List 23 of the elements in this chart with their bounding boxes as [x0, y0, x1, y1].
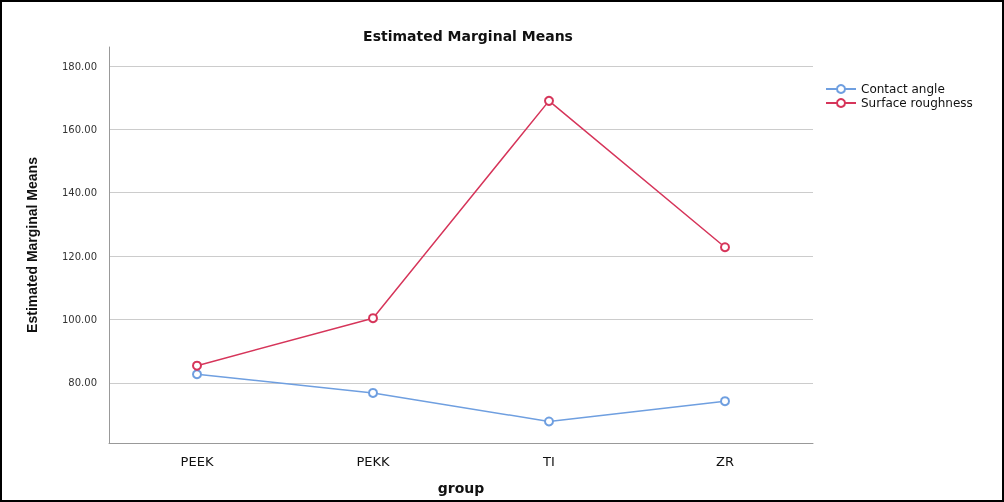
point [544, 95, 554, 106]
x-tick-label: PEKK [356, 454, 391, 469]
y-tick-label: 100.00 [62, 313, 97, 325]
point [192, 369, 202, 380]
point [544, 416, 554, 427]
y-tick-label: 180.00 [62, 60, 97, 72]
y-tick-label: 160.00 [62, 123, 97, 135]
point [192, 360, 202, 371]
point [368, 387, 378, 398]
x-axis-title: group [437, 480, 485, 496]
point [720, 242, 730, 253]
point [720, 396, 730, 407]
x-tick-label: ZR [716, 454, 734, 469]
point [368, 313, 378, 324]
x-tick-label: PEEK [180, 454, 214, 469]
y-tick-label: 120.00 [62, 250, 97, 262]
y-tick-label: 80.00 [68, 377, 97, 389]
y-tick-label: 140.00 [62, 187, 97, 199]
chart-title: Estimated Marginal Means [363, 28, 573, 44]
y-axis-title: Estimated Marginal Means [24, 156, 40, 333]
legend-label: Contact angle [861, 82, 945, 96]
x-tick-label: TI [542, 454, 555, 469]
legend-label: Surface roughness [861, 96, 973, 110]
